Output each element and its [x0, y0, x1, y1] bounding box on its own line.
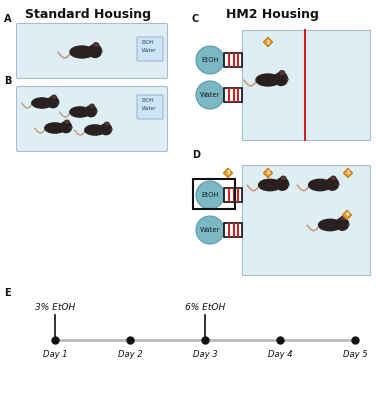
Polygon shape	[223, 168, 232, 178]
Text: A: A	[4, 14, 12, 24]
Ellipse shape	[64, 120, 70, 124]
Text: Day 4: Day 4	[268, 350, 292, 359]
Text: EtOH: EtOH	[142, 40, 155, 45]
Bar	[193, 179, 235, 209]
Ellipse shape	[318, 219, 341, 231]
Ellipse shape	[85, 125, 105, 135]
Text: C: C	[192, 14, 199, 24]
Ellipse shape	[52, 95, 56, 99]
Ellipse shape	[340, 216, 346, 221]
Text: B: B	[4, 76, 11, 86]
Circle shape	[88, 44, 102, 58]
Ellipse shape	[105, 122, 109, 126]
FancyBboxPatch shape	[137, 95, 163, 119]
Ellipse shape	[309, 179, 331, 191]
Ellipse shape	[32, 98, 52, 108]
Text: EtOH: EtOH	[142, 98, 155, 103]
Circle shape	[196, 181, 224, 209]
Ellipse shape	[279, 70, 285, 76]
Bar	[242, 30, 370, 140]
Ellipse shape	[256, 74, 280, 86]
Text: Water: Water	[200, 92, 220, 98]
Ellipse shape	[259, 179, 281, 191]
Text: Day 5: Day 5	[343, 350, 367, 359]
Ellipse shape	[93, 42, 99, 48]
FancyBboxPatch shape	[17, 24, 167, 78]
Text: 2: 2	[266, 170, 270, 176]
Text: HM2 Housing: HM2 Housing	[226, 8, 318, 21]
Ellipse shape	[280, 176, 286, 181]
Text: Water: Water	[142, 106, 156, 111]
Text: EtOH: EtOH	[201, 192, 219, 198]
Text: EtOH: EtOH	[201, 57, 219, 63]
Circle shape	[196, 216, 224, 244]
Ellipse shape	[45, 123, 65, 133]
Circle shape	[326, 178, 338, 190]
Circle shape	[196, 46, 224, 74]
Circle shape	[100, 124, 112, 135]
Text: 1: 1	[346, 170, 350, 176]
Text: E: E	[4, 288, 11, 298]
Circle shape	[274, 72, 288, 86]
Text: D: D	[192, 150, 200, 160]
Bar	[224, 223, 242, 237]
Text: Standard Housing: Standard Housing	[25, 8, 151, 21]
Ellipse shape	[70, 107, 90, 117]
Ellipse shape	[70, 46, 94, 58]
Polygon shape	[264, 168, 273, 178]
Circle shape	[276, 178, 288, 190]
Text: 1: 1	[266, 40, 270, 44]
Circle shape	[85, 106, 97, 117]
FancyBboxPatch shape	[137, 37, 163, 61]
Text: 3% EtOH: 3% EtOH	[35, 303, 75, 312]
Polygon shape	[344, 168, 353, 178]
Bar	[242, 165, 370, 275]
FancyBboxPatch shape	[17, 86, 167, 152]
Circle shape	[61, 122, 71, 133]
Text: Day 2: Day 2	[118, 350, 142, 359]
Ellipse shape	[331, 176, 336, 181]
Text: 6% EtOH: 6% EtOH	[185, 303, 225, 312]
Text: 4: 4	[345, 212, 349, 218]
Polygon shape	[264, 38, 273, 46]
Text: Day 1: Day 1	[43, 350, 67, 359]
Text: Day 3: Day 3	[193, 350, 217, 359]
Circle shape	[196, 81, 224, 109]
Circle shape	[47, 97, 59, 108]
Bar	[224, 88, 242, 102]
Bar	[224, 188, 242, 202]
Text: Water: Water	[200, 227, 220, 233]
Ellipse shape	[89, 104, 94, 108]
Bar	[224, 53, 242, 67]
Text: Water: Water	[142, 48, 156, 53]
Polygon shape	[343, 210, 352, 220]
Circle shape	[336, 218, 349, 230]
Text: 3: 3	[226, 170, 230, 176]
